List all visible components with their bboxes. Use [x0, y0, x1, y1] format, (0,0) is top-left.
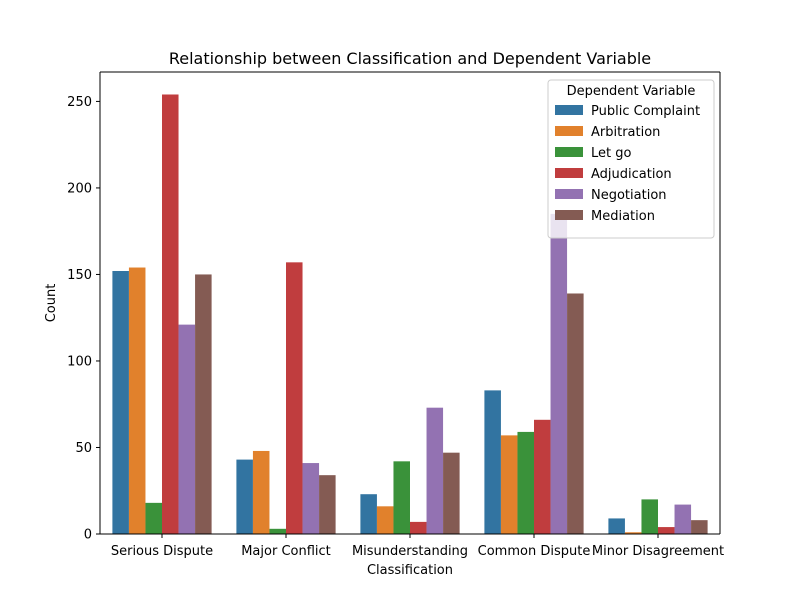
legend-swatch	[555, 210, 583, 220]
bar-arbitration-misunderstanding	[376, 506, 394, 534]
bar-negotiation-major-conflict	[302, 463, 320, 534]
x-tick-label: Minor Disagreement	[592, 544, 724, 559]
bar-mediation-serious-dispute	[195, 274, 212, 534]
x-axis-label: Classification	[367, 563, 453, 578]
bar-arbitration-minor-disagreement	[624, 532, 642, 534]
legend-swatch	[555, 147, 583, 157]
bar-public-complaint-major-conflict	[236, 459, 253, 534]
y-tick-label: 150	[67, 268, 92, 283]
bar-let-go-serious-dispute	[145, 502, 162, 534]
legend-entry: Arbitration	[591, 125, 660, 140]
bar-mediation-major-conflict	[319, 475, 336, 534]
bar-public-complaint-serious-dispute	[112, 270, 129, 534]
legend-swatch	[555, 189, 583, 199]
x-tick-label: Serious Dispute	[111, 544, 213, 559]
legend-entry: Let go	[591, 146, 631, 161]
bar-negotiation-common-dispute	[550, 213, 568, 534]
y-tick-label: 0	[84, 528, 92, 543]
bar-let-go-misunderstanding	[393, 461, 410, 534]
bar-public-complaint-common-dispute	[484, 390, 501, 534]
bar-mediation-minor-disagreement	[691, 520, 708, 534]
bar-adjudication-serious-dispute	[162, 94, 179, 534]
y-tick-label: 250	[67, 95, 92, 110]
y-tick-label: 200	[67, 181, 92, 196]
ticks-group: 0 50 100 150 200 250 Serious Dispute Major Conf…	[67, 95, 724, 559]
y-tick-label: 50	[75, 441, 92, 456]
bar-arbitration-common-dispute	[500, 435, 518, 534]
y-tick-label: 100	[67, 354, 92, 369]
legend-swatch	[555, 168, 583, 178]
bar-let-go-major-conflict	[269, 528, 286, 534]
x-tick-label: Major Conflict	[241, 544, 331, 559]
legend-entry: Mediation	[591, 209, 655, 224]
chart-title: Relationship between Classification and …	[169, 49, 651, 68]
x-tick-label: Common Dispute	[478, 544, 591, 559]
bars-group	[112, 94, 708, 534]
legend-entry: Public Complaint	[591, 104, 700, 119]
y-axis-label: Count	[44, 284, 59, 323]
legend-title: Dependent Variable	[567, 84, 696, 99]
bar-let-go-common-dispute	[517, 431, 534, 534]
bar-negotiation-serious-dispute	[178, 324, 196, 534]
bar-mediation-common-dispute	[567, 293, 584, 534]
legend-entry: Negotiation	[591, 188, 667, 203]
legend: Dependent Variable Public Complaint Arbitr…	[547, 79, 715, 239]
bar-negotiation-misunderstanding	[426, 407, 444, 534]
bar-let-go-minor-disagreement	[641, 499, 658, 534]
x-tick-label: Misunderstanding	[352, 544, 468, 559]
legend-swatch	[555, 105, 583, 115]
legend-swatch	[555, 126, 583, 136]
bar-public-complaint-misunderstanding	[360, 494, 377, 534]
bar-adjudication-misunderstanding	[410, 521, 427, 534]
bar-arbitration-major-conflict	[252, 450, 270, 534]
bar-arbitration-serious-dispute	[128, 267, 146, 534]
bar-adjudication-minor-disagreement	[658, 527, 675, 534]
legend-box	[547, 79, 715, 239]
bar-negotiation-minor-disagreement	[674, 504, 692, 534]
bar-adjudication-common-dispute	[534, 419, 551, 534]
legend-entry: Adjudication	[591, 167, 672, 182]
bar-public-complaint-minor-disagreement	[608, 518, 625, 534]
bar-adjudication-major-conflict	[286, 262, 303, 534]
bar-mediation-misunderstanding	[443, 452, 460, 534]
